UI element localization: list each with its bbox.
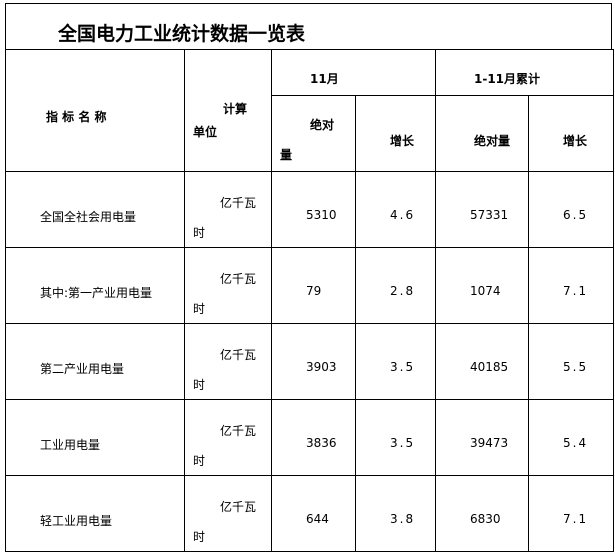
stats-table: 指 标 名 称 计算 单位 11月 1-11月累计 绝对量 增长 绝对量 增长 全…	[5, 49, 614, 552]
cell-text: 时	[193, 302, 206, 316]
row-month-abs: 644	[271, 475, 356, 552]
row-cum-abs: 40185	[435, 323, 529, 400]
row-month-growth: 3.8	[355, 475, 436, 552]
row-cum-growth: 7.1	[528, 247, 614, 324]
header-unit: 计算 单位	[184, 49, 272, 172]
header-indicator: 指 标 名 称	[5, 49, 185, 172]
cell-text: 时	[193, 454, 206, 468]
cell-text: 6830	[470, 512, 501, 526]
cell-text: 单位	[193, 125, 218, 139]
row-cum-growth: 7.1	[528, 475, 614, 552]
row-month-growth: 3.5	[355, 323, 436, 400]
cell-text: 绝对	[310, 118, 335, 132]
cell-text: 增长	[563, 134, 588, 148]
cell-text: 指 标 名 称	[46, 110, 107, 124]
row-unit: 亿千瓦时	[184, 399, 272, 476]
cell-text: 时	[193, 378, 206, 392]
cell-text: 5.5	[563, 360, 589, 374]
cell-text: 644	[306, 512, 329, 526]
row-cum-abs: 57331	[435, 171, 529, 248]
header-growth: 增长	[355, 95, 436, 172]
cell-text: 40185	[470, 360, 509, 374]
header-month: 11月	[271, 49, 436, 96]
cell-text: 57331	[470, 208, 509, 222]
cell-text: 6.5	[563, 208, 589, 222]
header-cumulative: 1-11月累计	[435, 49, 614, 96]
row-cum-abs: 39473	[435, 399, 529, 476]
cell-text: 亿千瓦	[220, 196, 257, 210]
row-month-abs: 3903	[271, 323, 356, 400]
cell-text: 3.5	[390, 436, 416, 450]
cell-text: 39473	[470, 436, 509, 450]
cell-text: 亿千瓦	[220, 348, 257, 362]
cell-text: 其中:第一产业用电量	[40, 286, 153, 300]
row-month-growth: 4.6	[355, 171, 436, 248]
table-row: 轻工业用电量 亿千瓦时 644 3.8 6830 7.1	[5, 475, 614, 552]
table-row: 工业用电量 亿千瓦时 3836 3.5 39473 5.4	[5, 399, 614, 476]
row-month-abs: 79	[271, 247, 356, 324]
cell-text: 79	[306, 284, 322, 298]
cell-text: 3.5	[390, 360, 416, 374]
table-row: 全国全社会用电量 亿千瓦时 5310 4.6 57331 6.5	[5, 171, 614, 248]
row-name: 全国全社会用电量	[5, 171, 185, 248]
cell-text: 5310	[306, 208, 337, 222]
cell-text: 量	[280, 148, 293, 162]
row-month-abs: 5310	[271, 171, 356, 248]
cell-text: 时	[193, 226, 206, 240]
cell-text: 增长	[390, 134, 415, 148]
cell-text: 工业用电量	[40, 438, 101, 452]
row-month-abs: 3836	[271, 399, 356, 476]
row-cum-growth: 5.5	[528, 323, 614, 400]
row-name: 工业用电量	[5, 399, 185, 476]
table-row: 其中:第一产业用电量 亿千瓦时 79 2.8 1074 7.1	[5, 247, 614, 324]
stats-document: 全国电力工业统计数据一览表 指 标 名 称 计算 单位 11月 1-11月累计 绝…	[5, 3, 614, 552]
cell-text: 时	[193, 530, 206, 544]
row-unit: 亿千瓦时	[184, 171, 272, 248]
cell-text: 1074	[470, 284, 501, 298]
row-month-growth: 2.8	[355, 247, 436, 324]
page-title: 全国电力工业统计数据一览表	[5, 3, 612, 49]
cell-text: 2.8	[390, 284, 416, 298]
cell-text: 亿千瓦	[220, 500, 257, 514]
row-cum-growth: 5.4	[528, 399, 614, 476]
cell-text: 5.4	[563, 436, 589, 450]
row-unit: 亿千瓦时	[184, 475, 272, 552]
cell-text: 3836	[306, 436, 337, 450]
cell-text: 3.8	[390, 512, 416, 526]
cell-text: 7.1	[563, 512, 589, 526]
row-cum-abs: 1074	[435, 247, 529, 324]
header-abs: 绝对量	[271, 95, 356, 172]
cell-text: 3903	[306, 360, 337, 374]
row-unit: 亿千瓦时	[184, 323, 272, 400]
cell-text: 绝对量	[474, 134, 511, 148]
cell-text: 轻工业用电量	[40, 514, 113, 528]
cell-text: 4.6	[390, 208, 416, 222]
row-name: 其中:第一产业用电量	[5, 247, 185, 324]
row-cum-abs: 6830	[435, 475, 529, 552]
cell-text: 11月	[310, 72, 339, 86]
table-row: 第二产业用电量 亿千瓦时 3903 3.5 40185 5.5	[5, 323, 614, 400]
row-unit: 亿千瓦时	[184, 247, 272, 324]
cell-text: 7.1	[563, 284, 589, 298]
row-month-growth: 3.5	[355, 399, 436, 476]
cell-text: 第二产业用电量	[40, 362, 125, 376]
header-cum-growth: 增长	[528, 95, 614, 172]
header-cum-abs: 绝对量	[435, 95, 529, 172]
row-name: 第二产业用电量	[5, 323, 185, 400]
cell-text: 亿千瓦	[220, 424, 257, 438]
row-cum-growth: 6.5	[528, 171, 614, 248]
cell-text: 亿千瓦	[220, 272, 257, 286]
cell-text: 1-11月累计	[474, 72, 541, 86]
cell-text: 全国全社会用电量	[40, 210, 137, 224]
row-name: 轻工业用电量	[5, 475, 185, 552]
cell-text: 计算	[223, 102, 248, 116]
